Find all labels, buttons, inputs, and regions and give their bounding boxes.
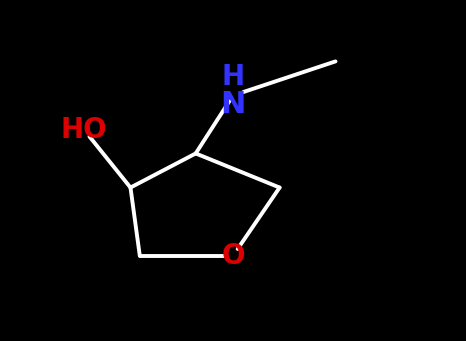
Text: HO: HO [61,116,107,144]
Text: H: H [221,63,245,91]
Text: N: N [220,89,246,119]
Text: O: O [221,242,245,270]
